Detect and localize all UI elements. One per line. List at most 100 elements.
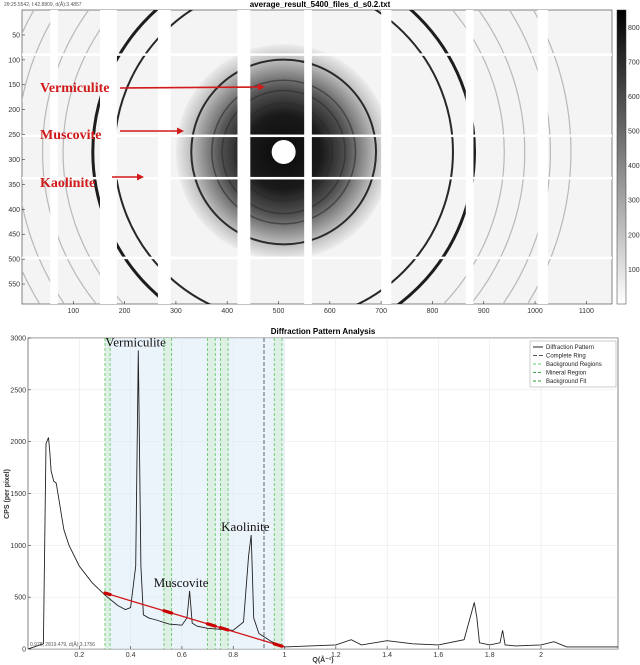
y-tick-label: 2500 [10,387,26,394]
detector-gap [304,10,312,304]
background-region-shade [220,338,229,649]
x-axis-label: Q(Å⁻¹) [312,655,333,664]
beamstop [271,140,296,165]
ring-kaolinite [91,10,476,304]
y-tick-label: 2000 [10,439,26,446]
top-arrow-shaft [119,86,261,89]
x-tick-label: 0.8 [228,652,238,659]
y-tick-label: 3000 [10,336,26,343]
legend-entry: Background Regions [546,362,602,368]
fit-segment [218,626,230,632]
colorbar-tick: 300 [628,198,640,205]
top-arrow-head [258,83,265,91]
peak-annotations: Vermiculite Muscovite Kaolinite [105,334,269,590]
x-tick-label: 1.6 [434,652,444,659]
x-tick-label: 0.2 [74,652,84,659]
pattern-plot [27,337,619,650]
fit-segment [162,609,174,615]
region-shading [104,338,285,649]
detector-gap [50,10,58,304]
series-diffraction-pattern [28,350,618,649]
inner-ring [234,102,334,202]
x-tick-label: 1.4 [382,652,392,659]
detector-gap [22,134,612,138]
background-region-shade [207,338,216,649]
peak-label-muscovite: Muscovite [154,575,209,590]
ring-vermiculite [190,58,377,246]
inner-ring [211,79,357,225]
detector-image [21,9,613,305]
series-background-fit [104,592,285,648]
top-annotations: Vermiculite Muscovite Kaolinite [40,81,265,191]
top-x-tick: 700 [375,308,387,315]
colorbar-tick: 500 [628,129,640,136]
legend-entry: Complete Ring [546,354,586,360]
x-tick-label: 1.8 [485,652,495,659]
colorbar-tick: 400 [628,163,640,170]
colorbar-tick: 200 [628,232,640,239]
legend: Diffraction Pattern Complete Ring Backgrou… [529,340,617,388]
top-x-tick: 1100 [579,308,594,315]
colorbar-tick: 800 [628,25,640,32]
top-y-tick: 550 [8,282,20,289]
inner-ring [221,89,346,215]
top-x-tick: 600 [324,308,336,315]
colorbar-ticks: 100 200 300 400 500 600 700 800 [628,25,640,274]
top-x-tick: 500 [273,308,285,315]
bottom-title: Diffraction Pattern Analysis [271,327,376,336]
top-label-kaolinite: Kaolinite [40,176,95,191]
top-label-muscovite: Muscovite [40,128,101,143]
faint-ring [22,10,572,304]
detector-gap [237,10,251,304]
mineral-region-shade [169,338,208,649]
plot-axes: 0.2 0.4 0.6 0.8 1 1.2 1.4 1.6 1.8 2 0 500 1000 1500 20… [10,336,543,660]
colorbar: 100 200 300 400 500 600 700 800 [616,9,640,305]
top-x-tick: 1000 [527,308,543,315]
top-y-tick: 250 [8,132,20,139]
top-label-vermiculite: Vermiculite [40,81,109,96]
x-tick-label: 0.4 [126,652,136,659]
colorbar-tick: 600 [628,94,640,101]
legend-box [529,340,617,388]
faint-ring [41,10,526,304]
fit-segment [205,622,217,628]
mineral-region-shade [207,338,285,649]
legend-entry: Diffraction Pattern [546,345,594,351]
detector-gap [22,53,612,56]
top-x-tick: 400 [221,308,233,315]
plot-lines [28,350,618,649]
legend-entry: Mineral Region [546,371,586,377]
faint-ring [62,10,505,304]
x-tick-label: 0.6 [177,652,187,659]
y-tick-label: 1000 [10,543,26,550]
top-y-tick: 200 [8,107,20,114]
top-y-tick: 50 [12,32,20,39]
top-x-tick: 200 [119,308,131,315]
x-tick-label: 2 [539,652,543,659]
detector-gap [381,10,392,304]
y-tick-label: 1500 [10,491,26,498]
bottom-readout: 0.978, 2819.479, d(Å):3.1756 [30,641,95,648]
x-tick-label: 1 [283,652,287,659]
top-y-tick: 150 [8,82,20,89]
detector-rings [22,10,612,304]
top-title: average_result_5400_files_d_s0.2.txt [250,0,391,9]
top-y-tick: 300 [8,157,20,164]
top-readout: 2θ:25.5542, I:42.8809, d(Å):3.4857 [4,1,82,8]
top-y-tick: 500 [8,257,20,264]
top-x-tick: 900 [478,308,490,315]
legend-entry: Background Fit [546,379,587,385]
top-y-tick: 400 [8,207,20,214]
x-tick-label: 1.2 [331,652,341,659]
top-x-tick: 800 [427,308,439,315]
peak-label-vermiculite: Vermiculite [105,334,166,349]
y-tick-label: 0 [22,647,26,654]
background-region-shade [163,338,172,649]
top-arrow-head [137,173,144,181]
fit-segment [103,591,112,597]
detector-gap [157,10,171,304]
faint-ring [22,10,551,304]
colorbar-gradient [616,9,627,305]
detector-axes: 100 200 300 400 500 600 700 800 900 1000 1100 50 100… [8,32,594,315]
